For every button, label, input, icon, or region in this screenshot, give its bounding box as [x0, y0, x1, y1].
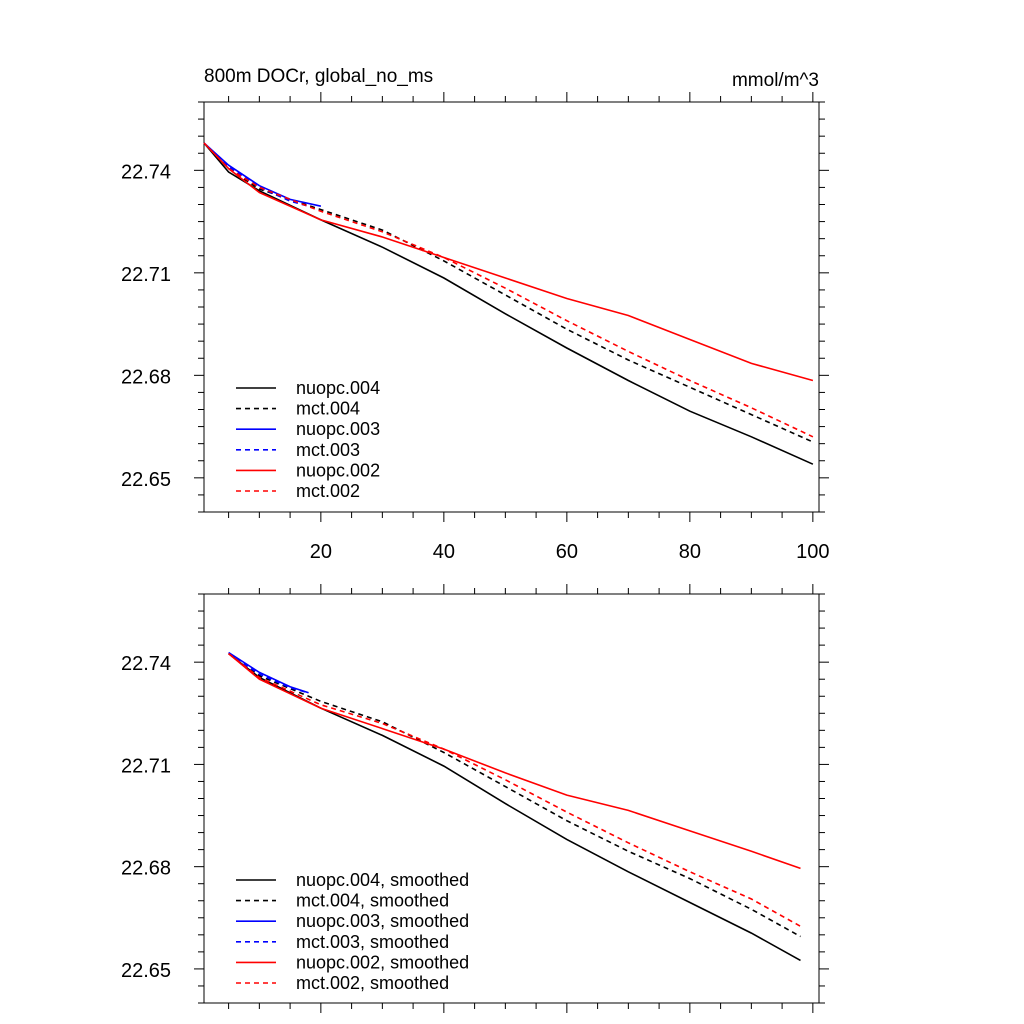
series-line: [228, 652, 309, 694]
series-line: [228, 652, 801, 938]
x-tick-label: 40: [433, 541, 455, 563]
x-tick-label: 60: [556, 541, 578, 563]
y-tick-label: 22.65: [121, 960, 171, 982]
units-label: mmol/m^3: [732, 70, 819, 91]
series-line: [203, 142, 814, 443]
legend-label: mct.003, smoothed: [296, 932, 449, 952]
legend-label: mct.004, smoothed: [296, 891, 449, 911]
series-line: [203, 142, 814, 382]
x-tick-label: 100: [796, 541, 829, 563]
legend-label: nuopc.003: [296, 419, 380, 439]
x-tick-label: 20: [310, 541, 332, 563]
series-line: [228, 652, 801, 870]
y-tick-label: 22.68: [121, 858, 171, 880]
y-tick-label: 22.74: [121, 161, 171, 183]
legend-label: mct.002, smoothed: [296, 973, 449, 993]
legend-label: nuopc.002, smoothed: [296, 952, 469, 972]
legend-label: mct.002: [296, 481, 360, 501]
y-tick-label: 22.74: [121, 653, 171, 675]
chart-title: 800m DOCr, global_no_ms: [204, 66, 433, 87]
y-tick-label: 22.71: [121, 264, 171, 286]
y-tick-label: 22.68: [121, 366, 171, 388]
series-line: [228, 651, 309, 694]
series-line: [228, 652, 801, 927]
y-tick-label: 22.71: [121, 755, 171, 777]
series-line: [203, 142, 322, 207]
top-plot: 22.65 22.68 22.71 22.74 20 40 60 80 100 nuopc.004…: [121, 92, 830, 563]
y-tick-label: 22.65: [121, 469, 171, 491]
series-line: [203, 142, 814, 438]
legend-label: nuopc.002: [296, 460, 380, 480]
legend-label: nuopc.004: [296, 378, 380, 398]
legend-label: nuopc.004, smoothed: [296, 870, 469, 890]
x-tick-label: 80: [679, 541, 701, 563]
legend-label: mct.003: [296, 440, 360, 460]
legend-label: mct.004: [296, 399, 360, 419]
series-line: [203, 142, 309, 207]
legend-label: nuopc.003, smoothed: [296, 911, 469, 931]
